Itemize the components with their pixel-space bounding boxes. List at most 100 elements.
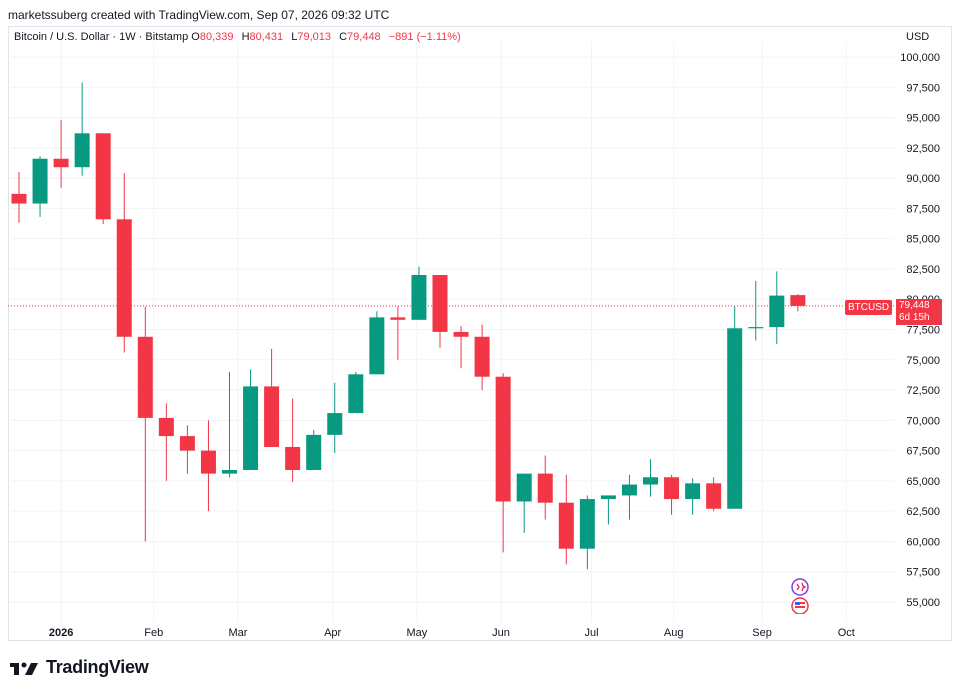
candle-body bbox=[685, 483, 701, 500]
y-tick-label: 57,500 bbox=[906, 567, 940, 579]
y-tick-label: 87,500 bbox=[906, 203, 940, 215]
candle-body bbox=[348, 374, 364, 414]
candle-body bbox=[222, 469, 237, 474]
candle[interactable] bbox=[579, 495, 595, 570]
candle[interactable] bbox=[32, 156, 48, 217]
candle[interactable] bbox=[74, 82, 90, 176]
candle[interactable] bbox=[664, 474, 680, 515]
tradingview-logo-icon bbox=[10, 662, 38, 675]
y-tick-label: 65,000 bbox=[906, 476, 940, 488]
y-tick-label: 82,500 bbox=[906, 264, 940, 276]
candle[interactable] bbox=[706, 477, 722, 512]
candle-body bbox=[748, 327, 764, 329]
candle[interactable] bbox=[264, 348, 280, 447]
chart-attribution: marketssuberg created with TradingView.c… bbox=[8, 8, 390, 22]
candle-body bbox=[390, 317, 406, 320]
candle[interactable] bbox=[727, 306, 743, 509]
candle[interactable] bbox=[348, 371, 364, 414]
candle[interactable] bbox=[137, 306, 153, 542]
time-axis: 2026 Feb Mar Apr May Jun Jul Aug Sep Oct bbox=[49, 627, 855, 639]
us-flag-icon[interactable] bbox=[791, 597, 809, 614]
candle-body bbox=[706, 483, 722, 509]
candle-body bbox=[95, 133, 111, 220]
candle-body bbox=[600, 495, 616, 500]
price-axis: 55,000 57,500 60,000 62,500 65,000 67,500 70,0… bbox=[900, 52, 940, 609]
candle[interactable] bbox=[116, 173, 132, 353]
candle[interactable] bbox=[200, 420, 216, 512]
low-key: L bbox=[291, 31, 298, 43]
candle[interactable] bbox=[643, 459, 658, 497]
low-value: 79,013 bbox=[297, 31, 332, 43]
candle-body bbox=[495, 376, 511, 502]
close-key: C bbox=[339, 31, 348, 43]
candle[interactable] bbox=[95, 133, 111, 225]
candle[interactable] bbox=[600, 495, 616, 525]
candle[interactable] bbox=[453, 325, 469, 369]
candle[interactable] bbox=[285, 398, 301, 483]
y-tick-label: 70,000 bbox=[906, 415, 940, 427]
sparkle-event-icon[interactable] bbox=[791, 578, 809, 596]
candle-body bbox=[474, 336, 490, 377]
x-tick-label: 2026 bbox=[49, 627, 73, 639]
candle[interactable] bbox=[432, 275, 448, 348]
candle[interactable] bbox=[537, 455, 553, 520]
candle[interactable] bbox=[748, 281, 764, 341]
candle[interactable] bbox=[516, 473, 532, 533]
footer-brand[interactable]: TradingView bbox=[10, 657, 149, 678]
candle[interactable] bbox=[243, 369, 259, 470]
currency-label[interactable]: USD bbox=[906, 31, 930, 43]
candle[interactable] bbox=[495, 373, 511, 553]
candle[interactable] bbox=[11, 172, 27, 223]
candle[interactable] bbox=[411, 266, 427, 320]
candle[interactable] bbox=[790, 294, 806, 312]
candle-body bbox=[432, 275, 448, 332]
candle[interactable] bbox=[769, 271, 785, 345]
x-tick-label: Jul bbox=[585, 627, 599, 639]
candle[interactable] bbox=[474, 324, 490, 391]
symbol-description: Bitcoin / U.S. Dollar · 1W · Bitstamp bbox=[14, 31, 189, 43]
candle[interactable] bbox=[685, 478, 701, 515]
candle-body bbox=[769, 295, 785, 328]
candle-body bbox=[32, 158, 48, 204]
candle[interactable] bbox=[369, 311, 385, 375]
grid bbox=[8, 42, 894, 622]
y-tick-label: 75,000 bbox=[906, 355, 940, 367]
change-value: −891 (−1.11%) bbox=[388, 31, 461, 43]
candle[interactable] bbox=[158, 403, 174, 481]
candle[interactable] bbox=[390, 306, 406, 360]
candle[interactable] bbox=[222, 371, 237, 478]
y-tick-label: 95,000 bbox=[906, 113, 940, 125]
y-tick-label: 72,500 bbox=[906, 385, 940, 397]
x-tick-label: May bbox=[406, 627, 427, 639]
x-tick-label: Feb bbox=[144, 627, 163, 639]
candle[interactable] bbox=[179, 425, 195, 474]
x-tick-label: Sep bbox=[752, 627, 772, 639]
candle-body bbox=[137, 336, 153, 418]
candle[interactable] bbox=[558, 474, 574, 565]
candle[interactable] bbox=[621, 474, 637, 520]
event-icons[interactable] bbox=[790, 578, 812, 614]
y-tick-label: 77,500 bbox=[906, 325, 940, 337]
y-tick-label: 67,500 bbox=[906, 446, 940, 458]
x-tick-label: Oct bbox=[838, 627, 855, 639]
bar-countdown: 6d 15h bbox=[899, 312, 930, 323]
x-tick-label: Jun bbox=[492, 627, 510, 639]
x-tick-label: Mar bbox=[228, 627, 247, 639]
candle-body bbox=[53, 158, 69, 168]
y-tick-label: 55,000 bbox=[906, 597, 940, 609]
candle-body bbox=[116, 219, 132, 337]
open-value: 80,339 bbox=[199, 31, 234, 43]
candle-body bbox=[411, 275, 427, 320]
candle[interactable] bbox=[53, 119, 69, 188]
y-tick-label: 85,000 bbox=[906, 234, 940, 246]
candle-body bbox=[285, 446, 301, 470]
candle-body bbox=[158, 417, 174, 437]
x-tick-label: Apr bbox=[324, 627, 341, 639]
candle[interactable] bbox=[306, 430, 322, 470]
candle-body bbox=[727, 328, 743, 509]
candle[interactable] bbox=[327, 382, 343, 454]
ohlc-legend: Bitcoin / U.S. Dollar · 1W · Bitstamp O8… bbox=[14, 31, 466, 43]
candle-body bbox=[537, 473, 553, 503]
y-tick-label: 100,000 bbox=[900, 52, 940, 64]
